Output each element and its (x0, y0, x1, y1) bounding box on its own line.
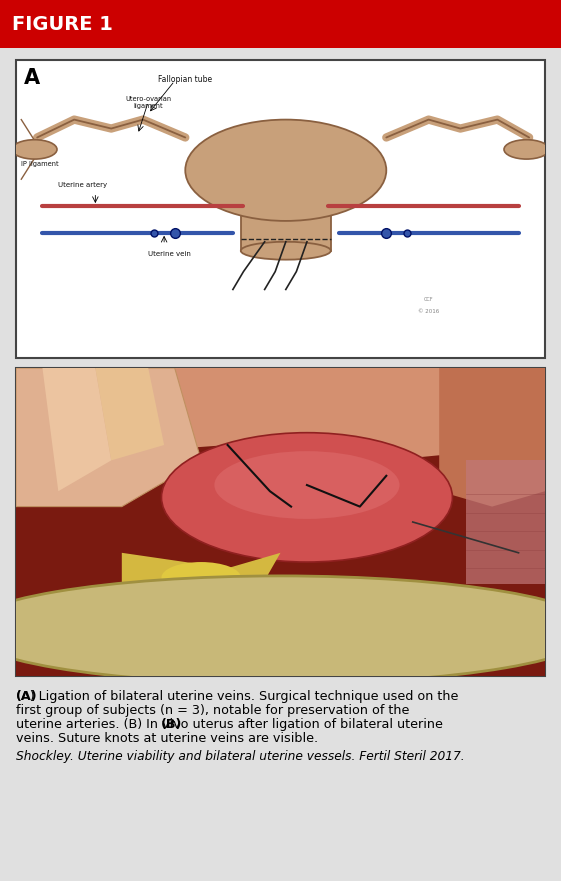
Polygon shape (439, 368, 545, 507)
Ellipse shape (162, 562, 241, 593)
Text: Uterine vein: Uterine vein (148, 251, 191, 256)
Ellipse shape (162, 433, 452, 562)
Ellipse shape (241, 241, 331, 260)
Ellipse shape (214, 451, 399, 519)
Text: Shockley. Uterine viability and bilateral uterine vessels. Fertil Steril 2017.: Shockley. Uterine viability and bilatera… (16, 750, 465, 763)
Text: Uterine artery: Uterine artery (58, 182, 108, 189)
Text: Fallopian tube: Fallopian tube (158, 75, 213, 84)
Bar (241, 179, 331, 251)
Bar (16, 60, 545, 358)
Polygon shape (43, 368, 111, 492)
Ellipse shape (0, 576, 561, 684)
Text: uterine arteries. (B) In vivo uterus after ligation of bilateral uterine: uterine arteries. (B) In vivo uterus aft… (16, 718, 443, 731)
Polygon shape (16, 368, 201, 507)
Text: B: B (24, 376, 40, 396)
Bar (16, 368, 545, 676)
Text: A: A (24, 68, 40, 88)
Polygon shape (95, 368, 164, 461)
Ellipse shape (12, 140, 57, 159)
Text: FIGURE 1: FIGURE 1 (12, 14, 113, 33)
Text: (B): (B) (161, 718, 182, 731)
Ellipse shape (504, 140, 549, 159)
Text: CCF: CCF (424, 298, 433, 302)
Text: first group of subjects (n = 3), notable for preservation of the: first group of subjects (n = 3), notable… (16, 704, 410, 717)
Bar (0, 0, 561, 48)
Text: © 2016: © 2016 (418, 309, 439, 315)
Text: (A): (A) (16, 690, 38, 703)
Polygon shape (16, 368, 545, 461)
Text: veins. Suture knots at uterine veins are visible.: veins. Suture knots at uterine veins are… (16, 732, 318, 745)
Polygon shape (122, 552, 280, 599)
Text: IP ligament: IP ligament (21, 161, 59, 167)
Text: (A) Ligation of bilateral uterine veins. Surgical technique used on the: (A) Ligation of bilateral uterine veins.… (16, 690, 458, 703)
Text: Utero-ovarian
ligament: Utero-ovarian ligament (125, 96, 171, 108)
Bar (466, 461, 545, 583)
Ellipse shape (185, 120, 387, 221)
